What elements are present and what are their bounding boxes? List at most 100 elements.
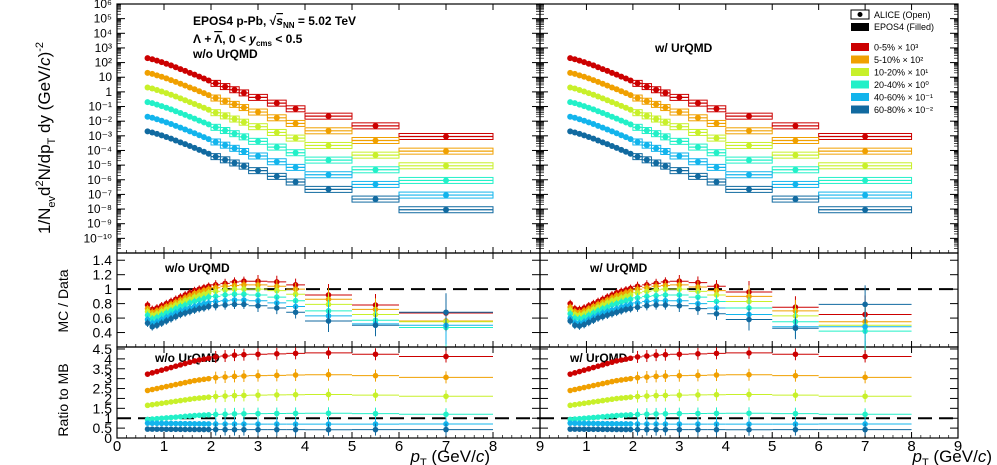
y-tick-label-mb: 2: [104, 390, 112, 406]
mb-point: [662, 351, 669, 358]
spectra-point: [713, 164, 720, 171]
spectra-point: [618, 102, 625, 109]
mb-point: [623, 426, 629, 433]
mb-point: [187, 426, 193, 433]
x-tick-label-left: 2: [207, 438, 215, 455]
spectra-point: [196, 117, 203, 124]
mb-point: [627, 355, 634, 362]
mcdata-point: [627, 296, 634, 303]
spectra-point: [200, 75, 207, 82]
mcdata-point: [177, 311, 184, 318]
mb-point: [172, 420, 179, 427]
mcdata-point: [196, 305, 203, 312]
y-tick-label-spectra: 10⁴: [93, 26, 112, 40]
mcdata-point: [292, 291, 299, 298]
mb-point: [662, 410, 669, 417]
mb-point: [644, 411, 650, 417]
legend-marker-filled: [851, 23, 869, 31]
mcdata-point: [609, 310, 615, 317]
spectra-point: [622, 75, 629, 82]
spectra-point: [571, 85, 578, 92]
spectra-point: [622, 90, 629, 97]
y-tick-label-spectra: 10⁻¹: [88, 100, 112, 114]
y-tick-label-spectra: 10⁻³: [88, 129, 112, 143]
mb-point: [613, 358, 620, 364]
mcdata-point: [695, 305, 701, 312]
mb-point: [292, 410, 299, 417]
mb-point: [158, 426, 165, 433]
spectra-point: [222, 112, 229, 119]
spectra-point: [613, 115, 620, 122]
spectra-point: [792, 196, 799, 203]
spectra-point: [581, 117, 588, 124]
spectra-point: [149, 100, 156, 107]
spectra-point: [212, 153, 219, 160]
mcdata-point: [325, 318, 332, 324]
mb-point: [158, 420, 165, 427]
spectra-point: [231, 130, 238, 137]
spectra-point: [292, 164, 299, 171]
mb-point: [255, 392, 261, 398]
spectra-point: [372, 152, 379, 159]
spectra-point: [713, 179, 720, 186]
panel-label-spectra-right: w/ UrQMD: [654, 41, 713, 55]
spectra-point: [571, 56, 578, 63]
spectra-point: [585, 104, 592, 111]
spectra-point: [292, 149, 299, 156]
spectra-point: [585, 60, 592, 67]
mb-point: [168, 382, 174, 389]
spectra-point: [581, 73, 588, 80]
spectra-point: [862, 133, 869, 140]
mb-point: [604, 379, 611, 386]
mb-point: [595, 381, 601, 388]
spectra-point: [662, 163, 669, 170]
mb-point: [274, 372, 280, 379]
spectra-point: [567, 55, 574, 62]
spectra-point: [200, 148, 207, 155]
spectra-point: [604, 141, 611, 148]
mb-point: [144, 402, 151, 409]
mb-point: [182, 426, 188, 433]
mb-point: [325, 350, 332, 356]
spectra-point: [163, 134, 170, 141]
mb-point: [149, 370, 156, 376]
spectra-point: [604, 82, 611, 89]
mcdata-point: [627, 305, 634, 312]
spectra-point: [177, 110, 184, 117]
spectra-point: [608, 113, 615, 120]
mb-point: [634, 393, 641, 400]
chart-title: EPOS4 p-Pb, √sNN = 5.02 TeV: [193, 14, 356, 30]
mcdata-point: [168, 308, 174, 314]
mb-point: [618, 412, 625, 419]
spectra-point: [168, 121, 175, 128]
mb-point: [241, 410, 247, 417]
spectra-point: [676, 94, 683, 101]
mb-point: [567, 426, 573, 432]
mb-point: [274, 392, 280, 398]
spectra-point: [153, 101, 160, 108]
spectra-point: [643, 142, 650, 149]
spectra-point: [255, 123, 261, 130]
mb-point: [595, 363, 601, 370]
mb-point: [292, 426, 299, 433]
mb-point: [443, 411, 449, 418]
legend-label-filled: EPOS4 (Filled): [874, 22, 934, 32]
mcdata-point: [144, 312, 151, 318]
mb-point: [292, 372, 299, 378]
mb-point: [576, 368, 583, 375]
spectra-point: [153, 72, 160, 79]
spectra-point: [634, 95, 641, 102]
mcdata-point: [604, 300, 611, 306]
mcdata-point: [567, 310, 573, 317]
mcdata-point: [274, 305, 280, 311]
spectra-point: [653, 130, 660, 137]
spectra-point: [196, 102, 203, 109]
y-tick-label-spectra: 10⁻⁷: [88, 187, 112, 201]
spectra-point: [576, 57, 583, 64]
spectra-point: [240, 119, 247, 126]
spectra-point: [613, 86, 620, 93]
mb-point: [746, 371, 752, 378]
spectra-point: [149, 70, 156, 77]
y-tick-label-spectra: 10⁻²: [88, 114, 112, 128]
legend-label-open: ALICE (Open): [874, 10, 931, 20]
